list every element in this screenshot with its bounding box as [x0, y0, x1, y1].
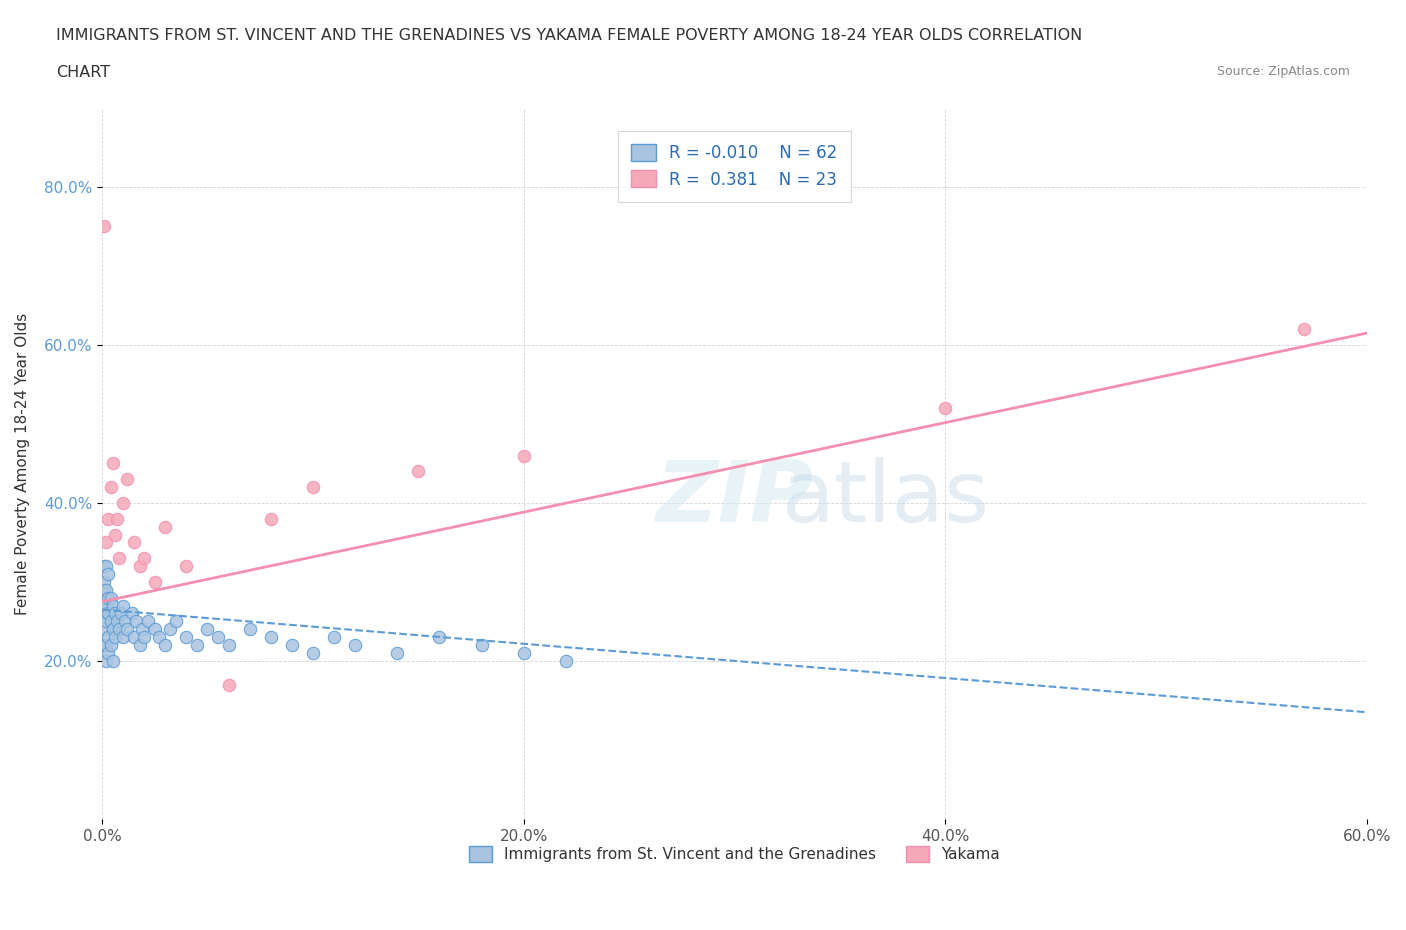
Point [302, 480, 325, 495]
Point [96, 614, 118, 629]
Point [96, 559, 118, 574]
Point [260, 512, 283, 526]
Point [114, 614, 136, 629]
Point [117, 472, 139, 486]
Point [122, 630, 145, 644]
Point [93, 638, 115, 653]
Point [186, 638, 208, 653]
Point [96, 535, 118, 550]
Point [143, 622, 166, 637]
Point [93, 219, 115, 234]
Point [155, 519, 177, 534]
Point [97, 606, 120, 621]
Point [1292, 322, 1315, 337]
Point [159, 622, 181, 637]
Point [554, 654, 576, 669]
Point [93, 591, 115, 605]
Point [239, 622, 262, 637]
Point [108, 622, 131, 637]
Point [323, 630, 346, 644]
Point [122, 535, 145, 550]
Point [96, 638, 118, 653]
Point [96, 654, 118, 669]
Text: ZIP: ZIP [655, 458, 813, 540]
Point [176, 559, 198, 574]
Point [302, 645, 325, 660]
Point [125, 614, 148, 629]
Point [93, 622, 115, 637]
Point [97, 630, 120, 644]
Point [385, 645, 408, 660]
Point [512, 645, 534, 660]
Point [93, 598, 115, 613]
Point [97, 512, 120, 526]
Point [131, 622, 153, 637]
Point [112, 630, 135, 644]
Point [470, 638, 492, 653]
Point [218, 677, 240, 692]
Legend: Immigrants from St. Vincent and the Grenadines, Yakama: Immigrants from St. Vincent and the Gren… [463, 840, 1007, 868]
Point [134, 630, 156, 644]
Point [101, 456, 124, 471]
Point [97, 645, 120, 660]
Point [96, 598, 118, 613]
Point [121, 606, 143, 621]
Point [97, 591, 120, 605]
Y-axis label: Female Poverty Among 18-24 Year Olds: Female Poverty Among 18-24 Year Olds [15, 312, 30, 615]
Point [117, 622, 139, 637]
Point [143, 575, 166, 590]
Point [93, 582, 115, 597]
Point [344, 638, 367, 653]
Point [112, 598, 135, 613]
Point [108, 551, 131, 565]
Point [138, 614, 160, 629]
Point [100, 480, 122, 495]
Point [104, 606, 127, 621]
Point [101, 598, 124, 613]
Point [260, 630, 283, 644]
Point [112, 496, 135, 511]
Point [207, 630, 229, 644]
Point [427, 630, 450, 644]
Text: atlas: atlas [782, 458, 990, 540]
Text: Source: ZipAtlas.com: Source: ZipAtlas.com [1216, 65, 1350, 78]
Point [218, 638, 240, 653]
Point [512, 448, 534, 463]
Text: IMMIGRANTS FROM ST. VINCENT AND THE GRENADINES VS YAKAMA FEMALE POVERTY AMONG 18: IMMIGRANTS FROM ST. VINCENT AND THE GREN… [56, 28, 1083, 43]
Point [129, 638, 152, 653]
Text: CHART: CHART [56, 65, 110, 80]
Point [93, 575, 115, 590]
Point [104, 630, 127, 644]
Point [110, 606, 132, 621]
Point [101, 622, 124, 637]
Point [100, 591, 122, 605]
Point [134, 551, 156, 565]
Point [934, 401, 956, 416]
Point [176, 630, 198, 644]
Point [97, 566, 120, 581]
Point [93, 606, 115, 621]
Point [104, 527, 127, 542]
Point [100, 614, 122, 629]
Point [129, 559, 152, 574]
Point [155, 638, 177, 653]
Point [105, 512, 128, 526]
Point [96, 582, 118, 597]
Point [148, 630, 170, 644]
Point [105, 614, 128, 629]
Point [100, 638, 122, 653]
Point [101, 654, 124, 669]
Point [197, 622, 219, 637]
Point [165, 614, 187, 629]
Point [93, 559, 115, 574]
Point [281, 638, 304, 653]
Point [406, 464, 429, 479]
